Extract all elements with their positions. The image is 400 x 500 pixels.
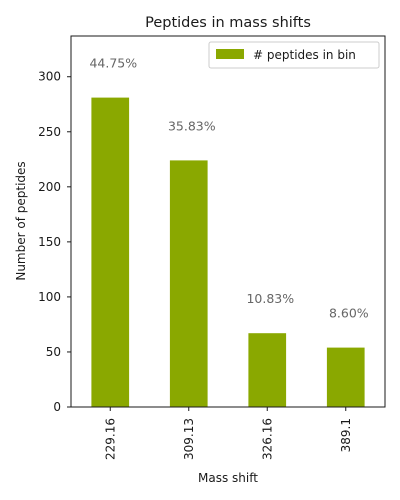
- x-axis-ticks: 229.16 309.13 326.16 389.1: [103, 407, 352, 460]
- bar-229-16: [91, 98, 129, 407]
- y-axis-ticks: 0 50 100 150 200 250 300: [38, 70, 71, 414]
- annotation-0: 44.75%: [89, 56, 137, 71]
- y-tick-label: 50: [46, 345, 61, 359]
- annotations-group: 44.75% 35.83% 10.83% 8.60%: [89, 56, 368, 321]
- y-tick-label: 150: [38, 235, 61, 249]
- chart-title: Peptides in mass shifts: [145, 15, 311, 31]
- y-tick-label: 250: [38, 125, 61, 139]
- x-tick-label: 389.1: [339, 418, 353, 452]
- y-tick-label: 100: [38, 290, 61, 304]
- bars-group: [91, 98, 364, 407]
- x-tick-label: 326.16: [260, 418, 274, 460]
- bar-309-13: [170, 160, 208, 407]
- x-tick-label: 229.16: [103, 418, 117, 460]
- legend-swatch: [216, 49, 244, 59]
- y-tick-label: 0: [53, 400, 61, 414]
- legend-label: # peptides in bin: [253, 48, 356, 62]
- x-axis-label: Mass shift: [198, 471, 258, 485]
- bar-389-1: [327, 348, 365, 407]
- annotation-1: 35.83%: [168, 118, 216, 133]
- annotation-2: 10.83%: [246, 291, 294, 306]
- bar-326-16: [248, 333, 286, 407]
- annotation-3: 8.60%: [329, 306, 369, 321]
- y-axis-label: Number of peptides: [14, 161, 28, 280]
- legend: # peptides in bin: [209, 42, 379, 68]
- y-tick-label: 300: [38, 70, 61, 84]
- x-tick-label: 309.13: [182, 418, 196, 460]
- y-tick-label: 200: [38, 180, 61, 194]
